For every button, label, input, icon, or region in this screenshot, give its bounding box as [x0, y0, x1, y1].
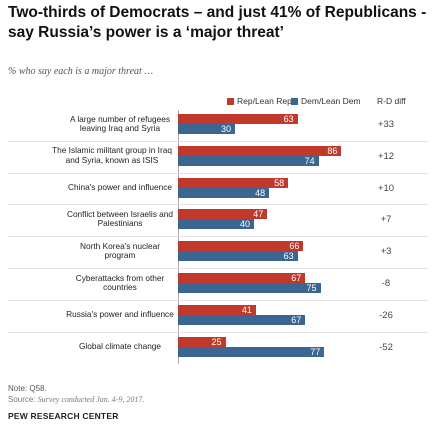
chart-subtitle: % who say each is a major threat …	[8, 66, 154, 77]
category-label: North Korea's nuclear program	[80, 240, 160, 261]
category-label: Conflict between Israelis and Palestinia…	[66, 208, 174, 229]
row-divider	[8, 204, 428, 206]
rep-value-label: 41	[241, 304, 252, 315]
rep-bar	[178, 241, 304, 252]
legend-dem-swatch	[291, 98, 298, 105]
diff-value: +12	[377, 150, 395, 162]
dem-bar	[178, 124, 235, 134]
rep-value-label: 67	[291, 273, 302, 283]
dem-bar	[178, 155, 319, 166]
dem-bar	[178, 346, 325, 357]
category-label: Russia's power and influence	[66, 308, 174, 319]
rep-value-label: 25	[211, 336, 222, 347]
diff-value: -8	[381, 278, 391, 289]
dem-value-label: 48	[255, 187, 266, 198]
category-label: China's power and influence	[68, 181, 172, 192]
category-label: Global climate change	[78, 340, 162, 351]
diff-column-header: R-D diff	[377, 96, 406, 106]
legend-rep-label: Rep/Lean Rep	[237, 96, 292, 106]
footer-org: PEW RESEARCH CENTER	[8, 411, 119, 421]
diff-value: +10	[377, 182, 395, 194]
rep-value-label: 86	[327, 145, 338, 156]
diff-value: -26	[379, 309, 393, 321]
diff-value: +3	[380, 246, 392, 258]
rep-value-label: 63	[283, 114, 294, 124]
row-divider	[8, 172, 428, 174]
rep-bar	[178, 304, 256, 315]
dem-value-label: 30	[220, 124, 231, 134]
footer-note: Note: Q58.	[8, 384, 47, 393]
legend-dem-label: Dem/Lean Dem	[301, 96, 361, 106]
footer-source-text: Survey conducted Jan. 4-9, 2017.	[37, 395, 145, 404]
rep-value-label: 58	[274, 177, 285, 188]
dem-value-label: 67	[291, 314, 302, 325]
legend-rep-swatch	[227, 98, 234, 105]
rep-value-label: 47	[253, 209, 264, 220]
rep-bar	[178, 177, 289, 188]
row-divider	[8, 236, 428, 238]
row-divider	[8, 268, 428, 269]
dem-value-label: 63	[283, 251, 294, 262]
row-divider	[8, 299, 428, 301]
dem-value-label: 77	[310, 346, 321, 357]
row-divider	[8, 331, 428, 333]
dem-bar	[178, 219, 254, 230]
category-label: A large number of refugees leaving Iraq …	[69, 113, 171, 133]
diff-value: -52	[379, 341, 393, 353]
legend-rep: Rep/Lean Rep	[227, 96, 292, 106]
dem-value-label: 40	[239, 219, 250, 230]
row-divider	[8, 140, 428, 142]
dem-bar	[178, 251, 298, 262]
diff-value: +7	[380, 214, 392, 226]
legend-dem: Dem/Lean Dem	[291, 96, 361, 106]
rep-bar	[178, 273, 306, 283]
dem-value-label: 74	[304, 155, 315, 166]
dem-bar	[178, 187, 270, 198]
footer-source-label: Source:	[8, 395, 36, 404]
category-label: Cyberattacks from other countries	[75, 272, 165, 292]
footer-source: Source: Survey conducted Jan. 4-9, 2017.	[8, 395, 144, 404]
dem-bar	[178, 314, 306, 325]
rep-bar	[178, 209, 268, 220]
diff-value: +33	[377, 119, 395, 130]
rep-bar	[178, 114, 298, 124]
category-label: The Islamic militant group in Iraq and S…	[52, 145, 172, 165]
dem-bar	[178, 283, 321, 293]
rep-bar	[178, 336, 226, 347]
rep-value-label: 66	[289, 241, 300, 252]
dem-value-label: 75	[306, 283, 317, 293]
chart-title: Two-thirds of Democrats – and just 41% o…	[8, 4, 427, 41]
rep-bar	[178, 145, 342, 156]
